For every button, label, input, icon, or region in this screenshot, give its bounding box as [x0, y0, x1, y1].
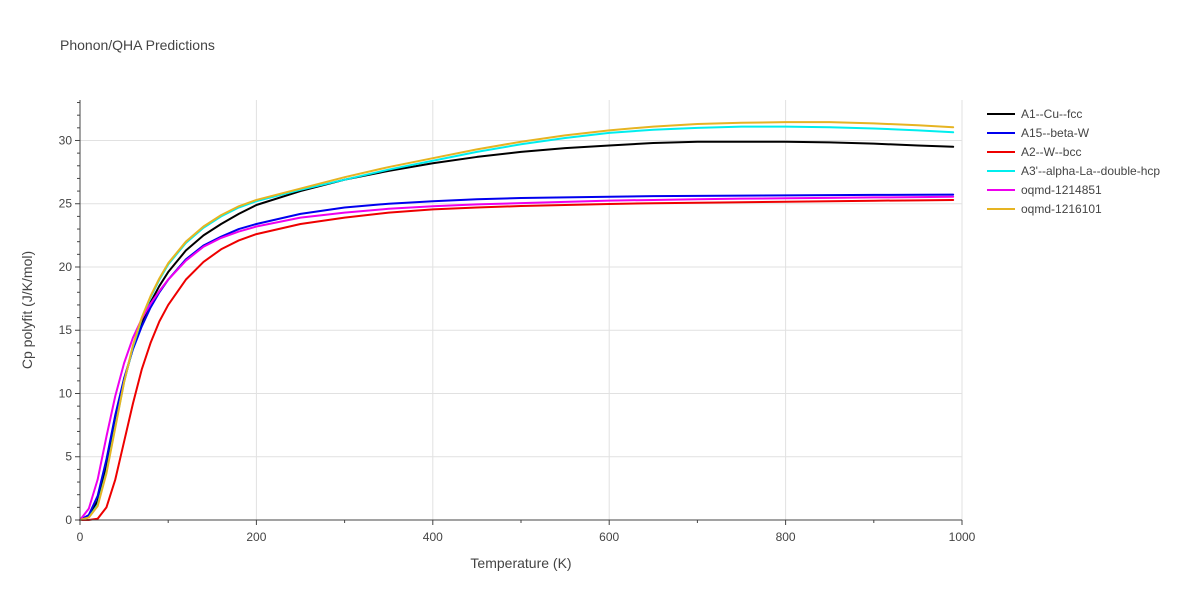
- y-tick-label-5: 25: [59, 197, 73, 211]
- y-tick-label-4: 20: [59, 260, 73, 274]
- x-tick-label-5: 1000: [949, 530, 976, 544]
- y-tick-label-0: 0: [65, 513, 72, 527]
- legend-item-3[interactable]: A3'--alpha-La--double-hcp: [987, 164, 1160, 178]
- series-line-5[interactable]: [79, 121, 955, 521]
- legend-item-0[interactable]: A1--Cu--fcc: [987, 107, 1082, 121]
- legend-label-4: oqmd-1214851: [1021, 183, 1102, 197]
- x-axis-title: Temperature (K): [470, 555, 571, 571]
- y-tick-label-3: 15: [59, 323, 73, 337]
- series-lines: [79, 121, 955, 521]
- legend-label-2: A2--W--bcc: [1021, 145, 1081, 159]
- tick-labels: 0 200 400 600 800 1000 0 5 10 15 20 25 30: [59, 133, 976, 544]
- x-tick-label-4: 800: [776, 530, 796, 544]
- legend[interactable]: A1--Cu--fcc A15--beta-W A2--W--bcc A3'--alp…: [987, 107, 1160, 216]
- chart-title: Phonon/QHA Predictions: [60, 37, 215, 53]
- legend-item-2[interactable]: A2--W--bcc: [987, 145, 1081, 159]
- x-tick-label-1: 200: [246, 530, 266, 544]
- grid-lines: [80, 100, 963, 520]
- legend-item-1[interactable]: A15--beta-W: [987, 126, 1090, 140]
- legend-label-5: oqmd-1216101: [1021, 202, 1102, 216]
- series-line-4[interactable]: [79, 195, 955, 521]
- series-line-2[interactable]: [79, 198, 955, 521]
- legend-label-3: A3'--alpha-La--double-hcp: [1021, 164, 1160, 178]
- x-tick-label-2: 400: [423, 530, 443, 544]
- x-tick-label-3: 600: [599, 530, 619, 544]
- legend-label-1: A15--beta-W: [1021, 126, 1090, 140]
- legend-label-0: A1--Cu--fcc: [1021, 107, 1082, 121]
- legend-item-5[interactable]: oqmd-1216101: [987, 202, 1102, 216]
- axes: [75, 100, 963, 525]
- y-tick-label-6: 30: [59, 133, 73, 147]
- y-tick-label-1: 5: [65, 450, 72, 464]
- y-tick-label-2: 10: [59, 386, 73, 400]
- x-tick-label-0: 0: [77, 530, 84, 544]
- legend-item-4[interactable]: oqmd-1214851: [987, 183, 1102, 197]
- y-axis-title: Cp polyfit (J/K/mol): [19, 251, 35, 369]
